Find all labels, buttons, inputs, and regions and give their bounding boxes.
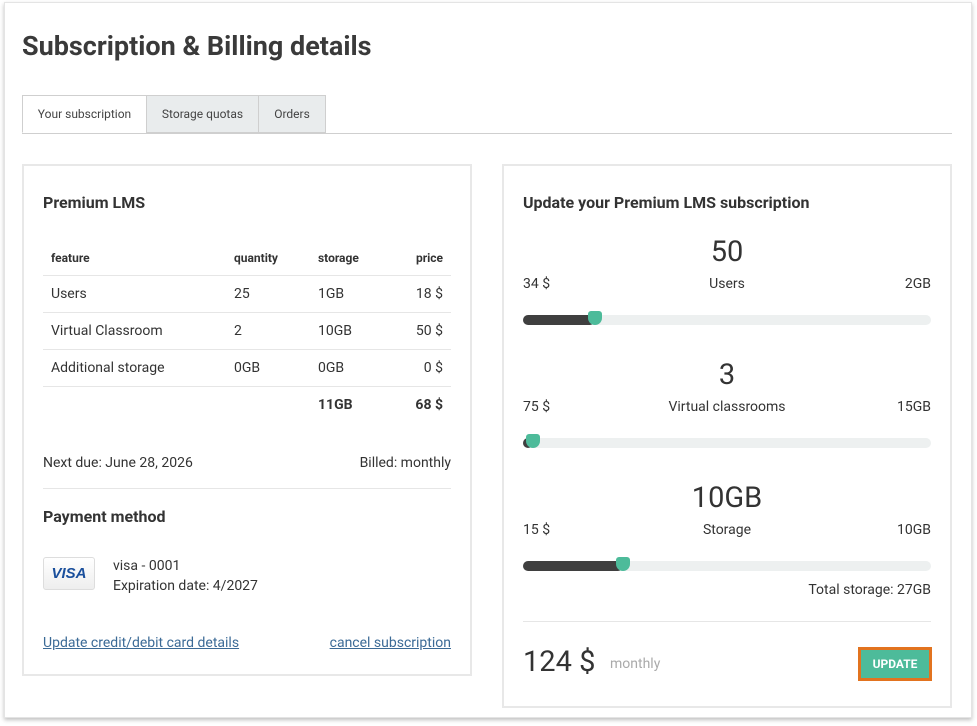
total-storage: Total storage: 27GB xyxy=(808,582,931,598)
slider-track xyxy=(523,557,931,571)
payment-title: Payment method xyxy=(43,507,166,526)
price-period: monthly xyxy=(610,656,661,672)
card-number: visa - 0001 xyxy=(113,558,181,574)
plan-title: Premium LMS xyxy=(43,193,146,212)
table-cell: 50 $ xyxy=(415,323,443,339)
row-separator xyxy=(43,312,451,313)
column-header: price xyxy=(415,251,443,265)
slider-fill xyxy=(523,561,623,571)
card-expiration: Expiration date: 4/2027 xyxy=(113,578,258,594)
next-due: Next due: June 28, 2026 xyxy=(43,455,193,471)
table-cell: 0 $ xyxy=(423,360,443,376)
row-separator xyxy=(43,349,451,350)
update-title: Update your Premium LMS subscription xyxy=(523,193,810,212)
update-panel xyxy=(502,164,952,708)
slider-right: 2GB xyxy=(904,276,931,292)
tab[interactable]: Storage quotas xyxy=(146,95,259,133)
card-icon: VISA xyxy=(43,557,95,590)
row-separator xyxy=(43,275,451,276)
column-header: storage xyxy=(318,251,359,265)
separator xyxy=(43,488,451,489)
slider-value: 3 xyxy=(718,358,736,392)
table-cell: 18 $ xyxy=(415,286,443,302)
table-cell: 2 xyxy=(234,323,242,339)
slider-fill xyxy=(523,315,595,325)
slider-track xyxy=(523,434,931,448)
slider-handle[interactable] xyxy=(616,557,630,571)
slider-value: 10GB xyxy=(691,481,763,515)
table-cell: Virtual Classroom xyxy=(51,323,163,339)
slider-handle[interactable] xyxy=(588,311,602,325)
column-header: quantity xyxy=(234,251,278,265)
plan-panel xyxy=(22,164,472,676)
tab[interactable]: Your subscription xyxy=(22,95,147,133)
update-button[interactable]: UPDATE xyxy=(858,647,932,681)
slider-label: Virtual classrooms xyxy=(668,399,786,415)
table-cell: 25 xyxy=(234,286,250,302)
column-header: feature xyxy=(51,251,90,265)
slider-left: 34 $ xyxy=(523,276,551,292)
total-price-cell: 68 $ xyxy=(415,397,443,413)
table-cell: 0GB xyxy=(234,360,261,376)
slider-right: 10GB xyxy=(897,522,931,538)
tabs-line xyxy=(22,133,952,134)
table-cell: 0GB xyxy=(318,360,345,376)
slider-label: Storage xyxy=(702,522,752,538)
total-storage-cell: 11GB xyxy=(318,397,353,413)
slider-track xyxy=(523,311,931,325)
tab[interactable]: Orders xyxy=(258,95,326,133)
table-cell: Additional storage xyxy=(51,360,165,376)
page-title: Subscription & Billing details xyxy=(22,30,372,62)
billing-period: Billed: monthly xyxy=(359,455,451,471)
update-card-link[interactable]: Update credit/debit card details xyxy=(43,635,240,651)
slider-value: 50 xyxy=(710,235,744,269)
row-separator xyxy=(43,386,451,387)
table-cell: 1GB xyxy=(318,286,345,302)
slider-left: 75 $ xyxy=(523,399,551,415)
slider-right: 15GB xyxy=(897,399,931,415)
slider-label: Users xyxy=(709,276,745,292)
table-cell: 10GB xyxy=(318,323,352,339)
total-price: 124 $ xyxy=(523,645,596,679)
separator xyxy=(523,621,931,622)
table-cell: Users xyxy=(51,286,87,302)
slider-left: 15 $ xyxy=(523,522,551,538)
cancel-link[interactable]: cancel subscription xyxy=(329,635,451,651)
slider-handle[interactable] xyxy=(526,434,540,448)
